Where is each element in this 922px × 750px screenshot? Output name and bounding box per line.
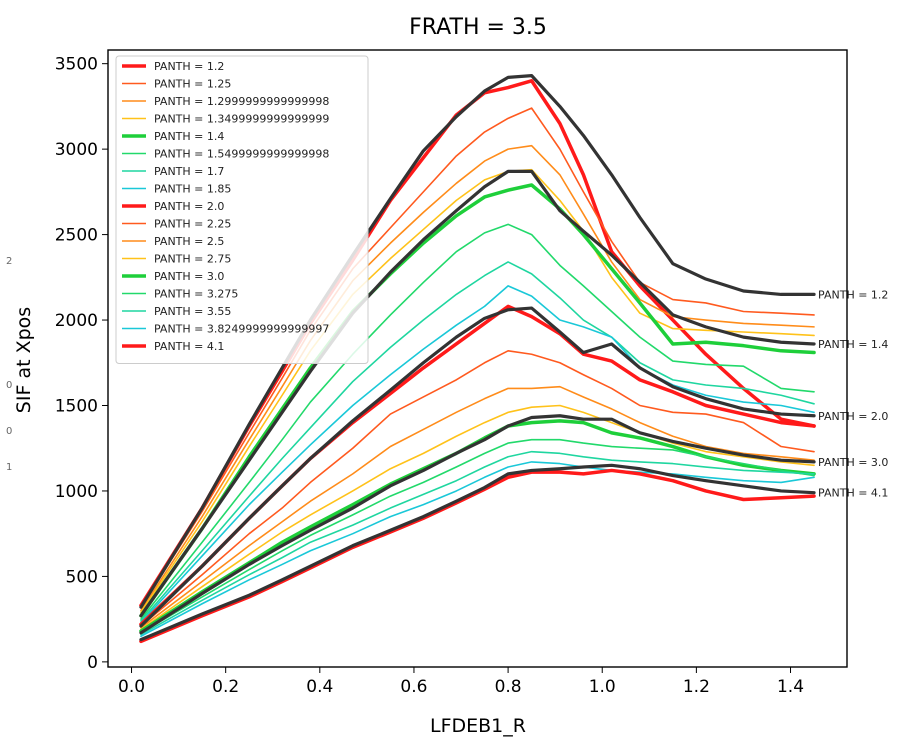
legend-label-11: PANTH = 2.75 xyxy=(154,253,231,266)
series-line-15 xyxy=(140,461,815,638)
legend-label-3: PANTH = 1.3499999999999999 xyxy=(154,113,329,126)
reference-line-label-1: PANTH = 1.4 xyxy=(818,338,888,351)
left-margin-fragment-2: 0 xyxy=(6,426,12,437)
x-axis-label: LFDEB1_R xyxy=(430,715,526,737)
legend-label-12: PANTH = 3.0 xyxy=(154,270,224,283)
legend-label-0: PANTH = 1.2 xyxy=(154,60,224,73)
x-tick-label-4: 0.8 xyxy=(495,677,522,697)
y-tick-label-6: 3000 xyxy=(55,140,98,160)
reference-line-2 xyxy=(139,306,816,628)
y-axis-label: SIF at Xpos xyxy=(13,307,35,413)
x-tick-label-0: 0.0 xyxy=(118,677,145,697)
y-tick-label-7: 3500 xyxy=(55,55,98,75)
legend-label-8: PANTH = 2.0 xyxy=(154,200,224,213)
legend-label-4: PANTH = 1.4 xyxy=(154,130,224,143)
series-line-5 xyxy=(140,223,815,620)
reference-line-3 xyxy=(139,414,816,635)
y-tick-label-4: 2000 xyxy=(55,311,98,331)
series-line-16 xyxy=(139,468,816,644)
legend-label-9: PANTH = 2.25 xyxy=(154,218,231,231)
series-line-4 xyxy=(139,183,816,618)
x-tick-label-2: 0.4 xyxy=(306,677,333,697)
plot-layer xyxy=(139,74,816,644)
legend-label-6: PANTH = 1.7 xyxy=(154,165,224,178)
left-margin-fragment-0: 2 xyxy=(6,256,12,267)
series-line-10 xyxy=(140,385,815,629)
legend: PANTH = 1.2 PANTH = 1.25 PANTH = 1.2999999… xyxy=(115,55,369,364)
legend-label-1: PANTH = 1.25 xyxy=(154,78,231,91)
reference-line-1 xyxy=(139,169,816,618)
reference-line-label-2: PANTH = 2.0 xyxy=(818,410,888,423)
series-line-7 xyxy=(140,285,815,624)
y-tick-label-5: 2500 xyxy=(55,226,98,246)
y-tick-label-0: 0 xyxy=(87,653,98,673)
series-line-9 xyxy=(140,350,815,627)
y-tick-label-1: 500 xyxy=(66,567,98,587)
chart-title: FRATH = 3.5 xyxy=(409,15,547,40)
ticks-layer: 0.0 0.2 0.4 0.6 0.8 1.0 1.2 1.4 0 500 1000 1500 2000… xyxy=(55,55,804,697)
x-tick-label-7: 1.4 xyxy=(777,677,804,697)
legend-label-2: PANTH = 1.2999999999999998 xyxy=(154,95,329,108)
legend-label-14: PANTH = 3.55 xyxy=(154,305,231,318)
legend-label-13: PANTH = 3.275 xyxy=(154,288,238,301)
legend-box xyxy=(115,55,369,364)
reference-line-label-3: PANTH = 3.0 xyxy=(818,456,888,469)
y-tick-label-3: 1500 xyxy=(55,397,98,417)
x-tick-label-1: 0.2 xyxy=(212,677,239,697)
x-tick-label-3: 0.6 xyxy=(400,677,427,697)
legend-label-5: PANTH = 1.5499999999999998 xyxy=(154,148,329,161)
x-tick-label-5: 1.0 xyxy=(589,677,616,697)
legend-label-7: PANTH = 1.85 xyxy=(154,183,231,196)
legend-label-10: PANTH = 2.5 xyxy=(154,235,224,248)
left-margin-fragment-1: 0 xyxy=(6,380,12,391)
plot-frame xyxy=(107,49,848,668)
x-tick-label-6: 1.2 xyxy=(683,677,710,697)
y-tick-label-2: 1000 xyxy=(55,482,98,502)
end-labels-layer: PANTH = 1.2 PANTH = 1.4 PANTH = 2.0 PANTH =… xyxy=(818,288,888,499)
series-line-11 xyxy=(140,404,815,631)
reference-line-4 xyxy=(139,463,816,642)
legend-label-16: PANTH = 4.1 xyxy=(154,340,224,353)
series-line-14 xyxy=(140,450,815,636)
reference-line-label-4: PANTH = 4.1 xyxy=(818,487,888,500)
series-line-6 xyxy=(140,261,815,622)
series-line-2 xyxy=(140,144,815,612)
legend-label-15: PANTH = 3.8249999999999997 xyxy=(154,323,329,336)
left-margin-fragment-3: 1 xyxy=(6,462,12,473)
series-line-13 xyxy=(140,438,815,634)
reference-line-label-0: PANTH = 1.2 xyxy=(818,288,888,301)
